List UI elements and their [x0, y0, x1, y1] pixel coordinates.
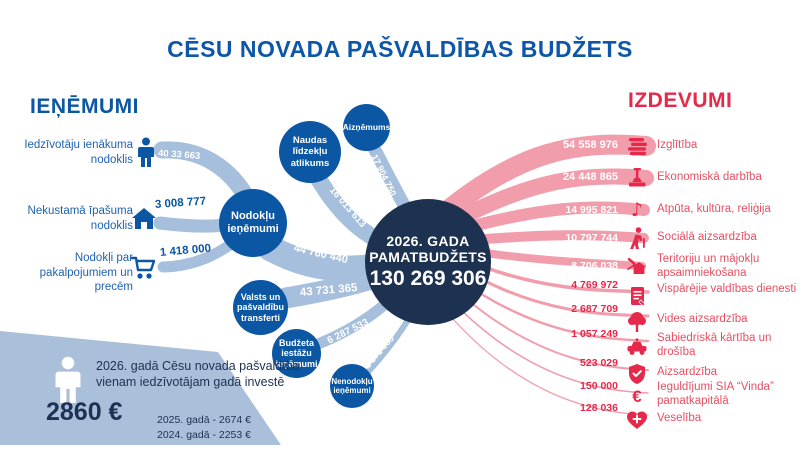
expense-label: Izglītība [657, 139, 698, 151]
euro-icon: € [632, 386, 642, 406]
expense-label: Sociālā aizsardzība [657, 231, 757, 243]
expense-value: 1 057 249 [571, 328, 618, 340]
expense-value: 54 558 976 [562, 139, 618, 151]
expense-value: 2 687 709 [571, 303, 618, 315]
tools-house-icon [625, 254, 649, 278]
police-car-icon [625, 334, 649, 358]
per-capita-amount: 2860 € [46, 398, 123, 426]
elderly-person-icon [625, 226, 649, 250]
house-icon [131, 207, 157, 236]
shopping-cart-icon [130, 256, 157, 287]
income-bubble-label: Valsts un pašvaldību transferti [236, 291, 284, 323]
per-capita-previous-year: 2025. gadā - 2674 € [157, 414, 251, 426]
income-bubble: Nodokļu ieņēmumi [219, 189, 287, 257]
total-budget-bubble: 2026. GADA PAMATBUDŽETS 130 269 306 [365, 199, 491, 325]
expense-label: Sabiedriskā kārtība un drošība [657, 332, 772, 358]
income-heading: IEŅĒMUMI [30, 95, 139, 118]
expense-value: 14 995 821 [565, 204, 618, 216]
expense-value: 4 769 972 [571, 279, 618, 291]
document-icon [625, 284, 649, 308]
income-bubble: Nenodokļu ieņēmumi [330, 364, 374, 408]
income-bubble: Valsts un pašvaldību transferti [233, 280, 288, 335]
income-source-label: Nekustamā īpašuma nodoklis [27, 205, 133, 232]
expense-label: Veselība [657, 412, 702, 424]
per-capita-text: 2026. gadā Cēsu novada pašvaldība vienam… [96, 359, 300, 390]
person-icon [136, 137, 156, 174]
shield-icon [625, 362, 649, 386]
expense-value: 150 000 [580, 380, 618, 392]
expense-value: 24 448 865 [562, 171, 618, 183]
income-bubble-label: Nenodokļu ieņēmumi [331, 376, 373, 395]
page-title: CĒSU NOVADA PAŠVALDĪBAS BUDŽETS [167, 36, 633, 62]
expense-value: 8 706 038 [571, 260, 618, 272]
budget-year: 2026. GADA [386, 233, 470, 249]
expense-label: Vides aizsardzība [657, 313, 748, 325]
expense-value: 10 797 744 [565, 232, 618, 244]
income-bubble-label: Aizņēmums [342, 122, 391, 133]
expense-label: Vispārējie valdības dienesti [657, 283, 797, 295]
expense-label: Ieguldījumi SIA “Vinda” pamatkapitālā [657, 381, 774, 407]
expense-flows [438, 134, 656, 416]
income-bubble: Budžeta iestāžu ieņēmumi [272, 329, 321, 378]
person-icon [50, 356, 86, 411]
income-bubble-label: Naudas līdzekļu atlikums [290, 135, 330, 169]
expense-label: Aizsardzība [657, 366, 718, 378]
books-icon [625, 134, 649, 158]
tree-icon [625, 310, 649, 334]
income-bubble: Naudas līdzekļu atlikums [279, 121, 341, 183]
heart-cross-icon [625, 408, 649, 432]
expense-label: Ekonomiskā darbība [657, 171, 762, 183]
income-bubble-label: Budžeta iestāžu ieņēmumi [275, 337, 318, 369]
expense-label: Teritoriju un mājokļu apsaimniekošana [657, 253, 760, 279]
music-note-icon: ♪ [630, 198, 644, 221]
expenses-heading: IZDEVUMI [628, 89, 733, 112]
income-source-label: Nodokļi par pakalpojumiem un precēm [39, 252, 133, 294]
expense-label: Atpūta, kultūra, reliģija [657, 203, 771, 215]
expense-value: 523 029 [580, 357, 618, 369]
income-bubble-label: Nodokļu ieņēmumi [227, 210, 279, 235]
income-source-label: Iedzīvotāju ienākuma nodoklis [24, 139, 133, 166]
road-works-icon [625, 166, 649, 190]
budget-total: 130 269 306 [369, 267, 487, 290]
income-bubble: Aizņēmums [343, 104, 390, 151]
expense-value: 128 036 [580, 402, 618, 414]
per-capita-previous-year: 2024. gadā - 2253 € [157, 429, 251, 441]
budget-name: PAMATBUDŽETS [369, 249, 487, 265]
